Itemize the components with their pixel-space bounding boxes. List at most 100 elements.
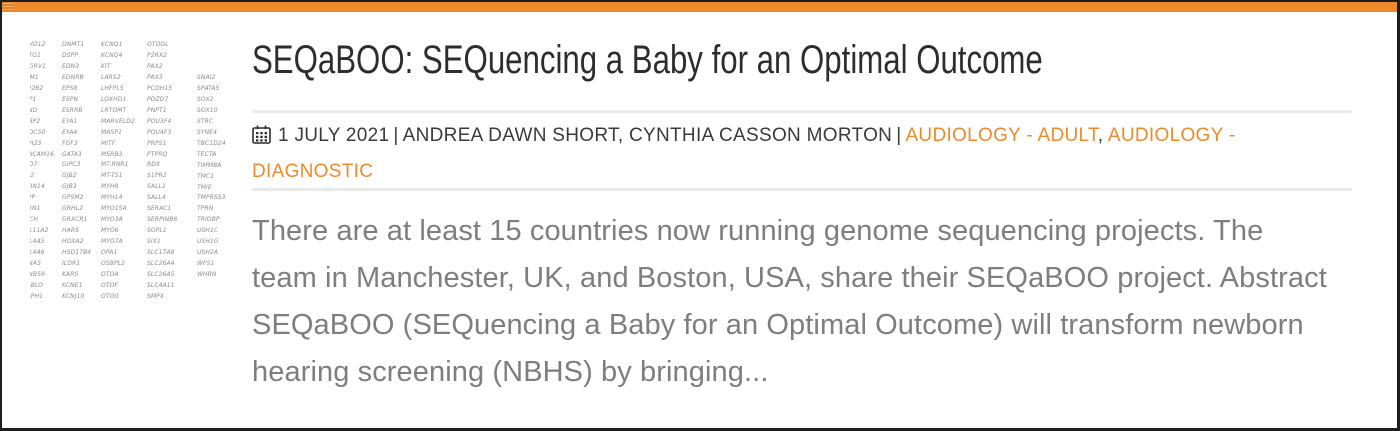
gene-name: DNMT1 bbox=[62, 41, 85, 48]
gene-name: KARS bbox=[62, 271, 79, 279]
gene-name: USH1G bbox=[197, 238, 219, 246]
calendar-icon bbox=[252, 122, 271, 155]
gene-name: OTOG bbox=[101, 292, 120, 300]
gene-name: ATP2B2 bbox=[30, 84, 44, 92]
gene-name: LRTOMT bbox=[101, 106, 127, 114]
gene-column: ABHD12 ACTG1 ADGRV1 AIFM1 ATP2B2 BDP1 BSND CABP… bbox=[30, 40, 54, 303]
gene-name: SLC26A5 bbox=[147, 271, 175, 279]
gene-name: TECTA bbox=[197, 150, 217, 158]
gene-name: AIFM1 bbox=[30, 73, 39, 81]
gene-name: CHD7 bbox=[30, 161, 38, 169]
gene-name: LOXHD1 bbox=[101, 95, 127, 103]
gene-name: KCNQ1 bbox=[101, 41, 123, 48]
gene-name: EYA4 bbox=[62, 128, 78, 136]
gene-name: MYO15A bbox=[101, 205, 127, 213]
divider-under-meta bbox=[252, 188, 1352, 191]
gene-name: S1PR2 bbox=[147, 172, 167, 180]
gene-name: PAX2 bbox=[147, 62, 163, 70]
gene-name: PCDH15 bbox=[147, 84, 173, 92]
gene-name: SALL4 bbox=[147, 194, 166, 202]
gene-name: TMPRSS3 bbox=[197, 194, 226, 202]
gene-name: P2RX2 bbox=[147, 51, 168, 59]
gene-name: SPATA5 bbox=[197, 84, 220, 92]
gene-name: TMIE bbox=[197, 183, 212, 191]
gene-name: SLC26A4 bbox=[147, 260, 175, 268]
gene-name: PAX3 bbox=[147, 73, 163, 81]
gene-name: SLC4A11 bbox=[147, 281, 175, 289]
gene-name: SYNE4 bbox=[197, 128, 218, 136]
gene-name: MYO7A bbox=[101, 238, 123, 246]
category-link-audiology-diagnostic[interactable]: AUDIOLOGY - DIAGNOSTIC bbox=[252, 125, 1236, 182]
excerpt-line: team in Manchester, UK, and Boston, USA,… bbox=[252, 262, 1327, 294]
gene-name: GJB2 bbox=[62, 172, 77, 180]
category-link-audiology-adult[interactable]: AUDIOLOGY - ADULT bbox=[905, 125, 1098, 146]
gene-name: GPSM2 bbox=[62, 194, 84, 202]
gene-name: LHFPL5 bbox=[101, 84, 124, 92]
post-thumbnail-gene-list[interactable]: ABHD12 ACTG1 ADGRV1 AIFM1 ATP2B2 BDP1 BSND CABP… bbox=[30, 38, 230, 306]
gene-name: OTOF bbox=[101, 281, 118, 289]
gene-name: EYA1 bbox=[62, 117, 78, 125]
gene-name: KCNE1 bbox=[62, 281, 83, 289]
gene-name: PDZD7 bbox=[147, 95, 169, 103]
meta-separator: | bbox=[393, 125, 399, 146]
gene-name: ILDR1 bbox=[62, 260, 81, 268]
gene-name: GATA3 bbox=[62, 150, 82, 158]
gene-name: WHRN bbox=[197, 271, 217, 279]
gene-name: SALL1 bbox=[147, 183, 166, 191]
gene-name: MSRB3 bbox=[101, 150, 123, 158]
gene-name: CABP2 bbox=[30, 117, 41, 125]
gene-name: DIABLO bbox=[30, 281, 44, 289]
gene-name: MITF bbox=[101, 139, 116, 147]
gene-name: DFNA5 bbox=[30, 260, 41, 268]
gene-name: OTOGL bbox=[147, 41, 169, 48]
gene-column: DNMT1 DSPP EDN3 EDNRB EPS8 ESPN ESRRB EYA1 EYA4 F… bbox=[62, 40, 91, 303]
gene-name: KCNJ10 bbox=[62, 292, 85, 300]
gene-name: SNAI2 bbox=[197, 74, 216, 81]
gene-name: ESPN bbox=[62, 95, 79, 103]
gene-name: TIMM8A bbox=[197, 161, 222, 169]
gene-name: COL11A2 bbox=[30, 227, 49, 235]
gene-name: GJB3 bbox=[62, 183, 77, 191]
gene-name: MT-TS1 bbox=[101, 172, 123, 180]
divider-under-title bbox=[252, 110, 1352, 113]
post-date: 1 JULY 2021 bbox=[278, 125, 390, 146]
gene-name: GRHL2 bbox=[62, 205, 83, 213]
gene-name: DFNB59 bbox=[30, 271, 45, 279]
gene-name: TPRN bbox=[197, 205, 214, 213]
post-authors: ANDREA DAWN SHORT, CYNTHIA CASSON MORTON bbox=[402, 125, 893, 146]
post-meta: 1 JULY 2021 | ANDREA DAWN SHORT, CYNTHIA C… bbox=[252, 119, 1302, 188]
gene-name: BDP1 bbox=[30, 95, 37, 103]
category-separator: , bbox=[1097, 125, 1104, 146]
gene-name: COCH bbox=[30, 216, 39, 224]
gene-name: SGPL1 bbox=[147, 227, 167, 235]
gene-name: OTOA bbox=[101, 271, 119, 279]
gene-column: KCNQ1 KCNQ4 KIT LARS2 LHFPL5 LOXHD1 LRTOMT MARV… bbox=[101, 40, 135, 303]
gene-name: MYH9 bbox=[101, 183, 119, 191]
gene-name: EDNRB bbox=[62, 73, 84, 81]
gene-name: TRIOBP bbox=[197, 216, 220, 224]
gene-name: ABHD12 bbox=[30, 41, 46, 48]
gene-name: BSND bbox=[30, 106, 38, 114]
gene-name: TMC1 bbox=[197, 172, 215, 180]
gene-name: CLPP bbox=[30, 194, 36, 202]
gene-name: SERAC1 bbox=[147, 205, 172, 213]
gene-name: MYO3A bbox=[101, 216, 123, 224]
gene-name: CEACAM16 bbox=[30, 150, 54, 158]
gene-name: ESRRB bbox=[62, 106, 83, 114]
gene-name: KIT bbox=[101, 62, 111, 70]
excerpt-line: There are at least 15 countries now runn… bbox=[252, 215, 1264, 247]
post-title-link[interactable]: SEQaBOO: SEQuencing a Baby for an Optima… bbox=[252, 38, 1043, 82]
gene-name: USH2A bbox=[197, 249, 219, 257]
gene-name: HARS bbox=[62, 227, 79, 235]
gene-name: PRPS1 bbox=[147, 139, 167, 147]
gene-name: OPA1 bbox=[101, 249, 118, 257]
gene-name: CCDC50 bbox=[30, 128, 46, 136]
gene-name: FGF3 bbox=[62, 139, 78, 147]
gene-name: EPS8 bbox=[62, 84, 78, 92]
gene-name: DIAPH1 bbox=[30, 292, 44, 300]
gene-name: ACTG1 bbox=[30, 51, 41, 59]
gene-column: SNAI2 SPATA5 SOX2 SOX10 STRC SYNE4 TBC1D24 TECT… bbox=[197, 73, 226, 281]
gene-name: SMPX bbox=[147, 292, 165, 300]
gene-name: SLC17A8 bbox=[147, 249, 175, 257]
